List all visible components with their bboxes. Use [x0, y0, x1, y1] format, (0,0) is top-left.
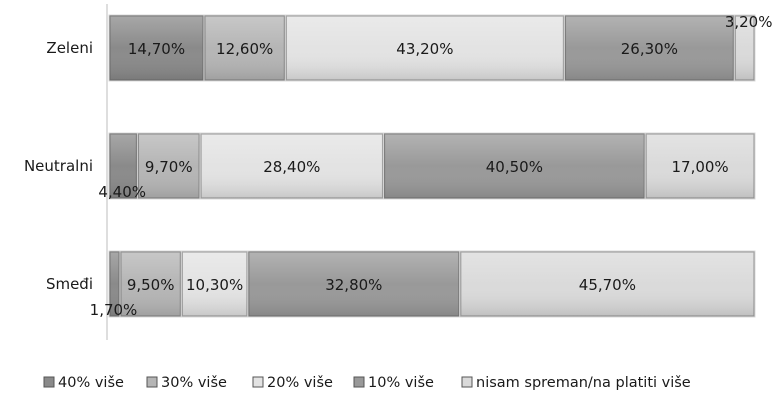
- bar-segment: [199, 132, 385, 200]
- legend-label: 20% više: [267, 375, 333, 391]
- bar-segment: [136, 132, 201, 200]
- bar-segment: [108, 14, 205, 82]
- category-label: Zeleni: [46, 39, 93, 57]
- legend-label: nisam spreman/na platiti više: [476, 375, 691, 391]
- legend-label: 10% više: [368, 375, 434, 391]
- data-label: 28,40%: [263, 158, 320, 176]
- bar-segment: [563, 14, 735, 82]
- legend-label: 40% više: [58, 375, 124, 391]
- category-label: Smeđi: [46, 275, 93, 293]
- bar-segment: [459, 250, 756, 318]
- legend-swatch: [146, 376, 158, 388]
- bar-segment: [644, 132, 756, 200]
- legend-swatch: [353, 376, 365, 388]
- category-labels-layer: Zeleni Neutralni Smeđi: [24, 39, 93, 293]
- data-label: 40,50%: [486, 158, 543, 176]
- bars-layer: [108, 14, 756, 318]
- legend: 40% više 30% više 20% više 10% više nisam sp…: [43, 375, 691, 391]
- data-label: 45,70%: [579, 276, 636, 294]
- legend-swatch: [252, 376, 264, 388]
- legend-label: 30% više: [161, 375, 227, 391]
- data-label: 1,70%: [90, 301, 138, 319]
- bar-segment: [733, 14, 756, 82]
- bar-segment: [383, 132, 646, 200]
- legend-entry: nisam spreman/na platiti više: [461, 375, 691, 391]
- data-label: 17,00%: [671, 158, 728, 176]
- category-label: Neutralni: [24, 157, 93, 175]
- data-labels-layer: 14,70% 12,60% 43,20% 26,30% 3,20% 4,40% 9,70% 2…: [90, 13, 773, 319]
- legend-swatch: [43, 376, 55, 388]
- bar-segment: [247, 250, 461, 318]
- legend-swatch: [461, 376, 473, 388]
- data-label: 12,60%: [216, 40, 273, 58]
- legend-entry: 20% više: [252, 375, 333, 391]
- data-label: 9,70%: [145, 158, 193, 176]
- bar-segment: [180, 250, 249, 318]
- legend-entry: 30% više: [146, 375, 227, 391]
- data-label: 43,20%: [396, 40, 453, 58]
- data-label: 4,40%: [98, 183, 146, 201]
- data-label: 26,30%: [621, 40, 678, 58]
- bar-segment: [203, 14, 286, 82]
- data-label: 14,70%: [128, 40, 185, 58]
- legend-entry: 40% više: [43, 375, 124, 391]
- bar-segment: [284, 14, 565, 82]
- bar-segment: [119, 250, 182, 318]
- data-label: 10,30%: [186, 276, 243, 294]
- data-label: 9,50%: [127, 276, 175, 294]
- data-label: 32,80%: [325, 276, 382, 294]
- legend-entry: 10% više: [353, 375, 434, 391]
- bar-segment: [108, 132, 138, 200]
- data-label: 3,20%: [725, 13, 773, 31]
